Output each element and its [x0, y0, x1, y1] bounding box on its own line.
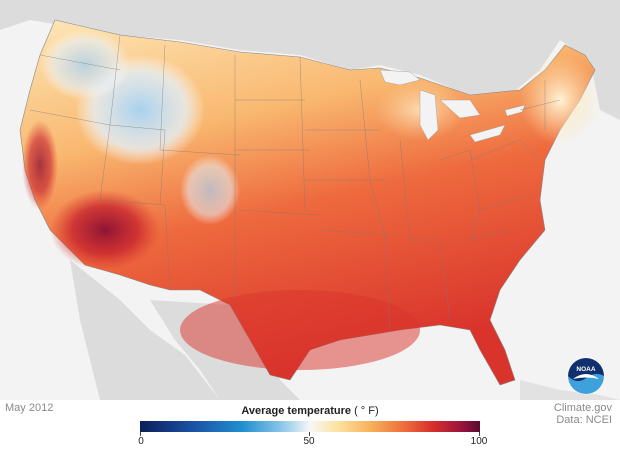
- svg-text:NOAA: NOAA: [576, 366, 595, 373]
- legend-color-bar: [140, 421, 480, 432]
- legend-tick: [309, 432, 310, 436]
- legend-tick: [140, 432, 141, 436]
- noaa-logo-icon: NOAA: [567, 357, 605, 395]
- credit-source: Climate.gov: [553, 402, 612, 414]
- credit-block: Climate.gov Data: NCEI: [554, 402, 612, 426]
- state-boundaries: [29, 34, 561, 331]
- legend-tick-label-min: 0: [138, 436, 144, 447]
- legend-units: ( ° F): [354, 405, 379, 417]
- legend-tick-label-max: 100: [470, 436, 488, 447]
- conus-shape: [19, 19, 600, 386]
- legend-title-text: Average temperature: [241, 405, 351, 417]
- legend-tick: [479, 432, 480, 436]
- legend-title: Average temperature ( ° F): [140, 405, 480, 417]
- credit-data: Data: NCEI: [556, 414, 612, 426]
- date-label: May 2012: [5, 402, 54, 414]
- temperature-map: [0, 0, 620, 400]
- legend-tick-label-mid: 50: [303, 436, 315, 447]
